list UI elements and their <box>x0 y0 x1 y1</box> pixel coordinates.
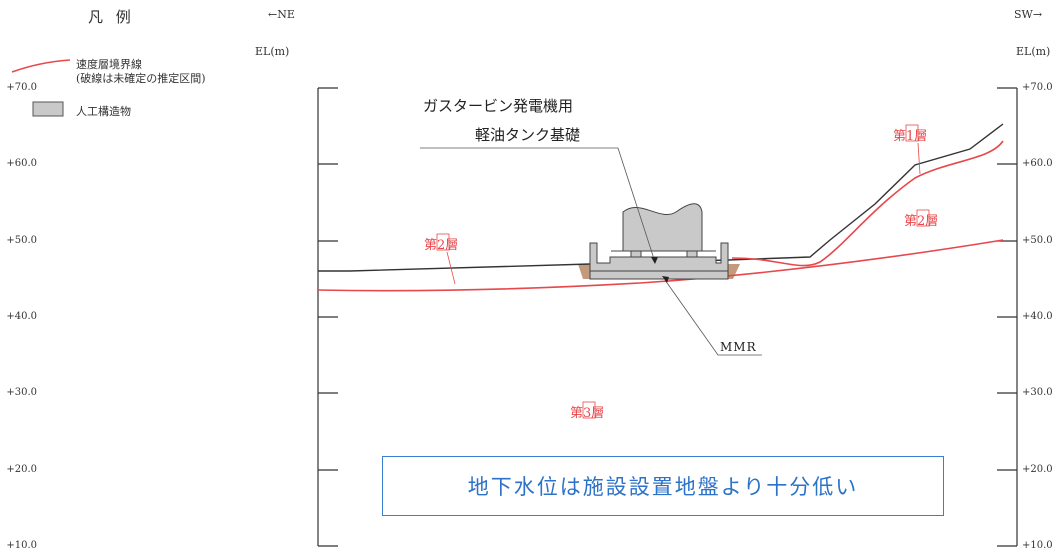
foundation-slab <box>589 242 729 272</box>
layer1-2-boundary <box>731 140 1004 267</box>
foundation-pedestal-left <box>630 250 642 258</box>
left-tick-marks <box>318 87 338 547</box>
mmr-base <box>589 270 729 280</box>
legend-title: 凡 例 <box>88 8 135 26</box>
right-tick-label: +50.0 <box>1022 235 1053 246</box>
backfill-left <box>578 264 590 279</box>
mmr-label: MMR <box>720 340 757 354</box>
layer3-label: 第3層 <box>570 406 605 421</box>
ground-surface-line <box>318 123 1004 272</box>
direction-left: ←NE <box>268 8 295 21</box>
legend-structure-sample <box>32 101 64 117</box>
right-tick-label: +20.0 <box>1022 464 1053 475</box>
legend-boundary-label-line2: (破線は未確定の推定区間) <box>76 72 206 85</box>
layer2-left-label: 第2層 <box>424 238 459 253</box>
layer1-num-box <box>905 124 919 142</box>
direction-right: SW→ <box>1014 8 1043 21</box>
layer2-right-num-box <box>916 209 930 227</box>
right-tick-marks <box>997 87 1017 547</box>
unit-label-right: EL(m) <box>1016 45 1051 58</box>
fuel-tank <box>622 203 703 252</box>
legend-boundary-label: 速度層境界線 (破線は未確定の推定区間) <box>76 58 206 86</box>
layer2-left-num-box <box>436 233 450 251</box>
facility-label-line1: ガスタービン発電機用 <box>423 97 574 115</box>
layer2-right-label: 第2層 <box>904 214 939 229</box>
left-tick-label: +20.0 <box>6 464 37 475</box>
facility-leader-line <box>420 147 656 263</box>
facility-label-line2: 軽油タンク基礎 <box>475 126 581 144</box>
left-tick-label: +50.0 <box>6 235 37 246</box>
right-tick-label: +30.0 <box>1022 387 1053 398</box>
layer3-num-box <box>582 401 596 419</box>
legend-structure-label: 人工構造物 <box>76 105 131 118</box>
legend-boundary-line-sample <box>11 59 71 73</box>
right-tick-label: +60.0 <box>1022 158 1053 169</box>
left-tick-label: +30.0 <box>6 387 37 398</box>
left-tick-label: +40.0 <box>6 311 37 322</box>
mmr-leader-arrow <box>662 276 669 283</box>
foundation-pedestal-right <box>686 250 698 258</box>
groundwater-note: 地下水位は施設設置地盤より十分低い <box>382 456 944 516</box>
legend-boundary-label-line1: 速度層境界線 <box>76 58 142 71</box>
layer1-label: 第1層 <box>893 129 928 144</box>
left-tick-label: +60.0 <box>6 158 37 169</box>
left-tick-label: +70.0 <box>6 82 37 93</box>
facility-leader-arrow <box>651 257 658 264</box>
left-tick-label: +10.0 <box>6 540 37 551</box>
right-tick-label: +10.0 <box>1022 540 1053 551</box>
right-tick-label: +70.0 <box>1022 82 1053 93</box>
right-tick-label: +40.0 <box>1022 311 1053 322</box>
backfill-right <box>728 264 740 279</box>
mmr-leader-line <box>664 279 762 356</box>
layer2-3-boundary <box>317 239 1004 292</box>
unit-label-left: EL(m) <box>255 45 290 58</box>
